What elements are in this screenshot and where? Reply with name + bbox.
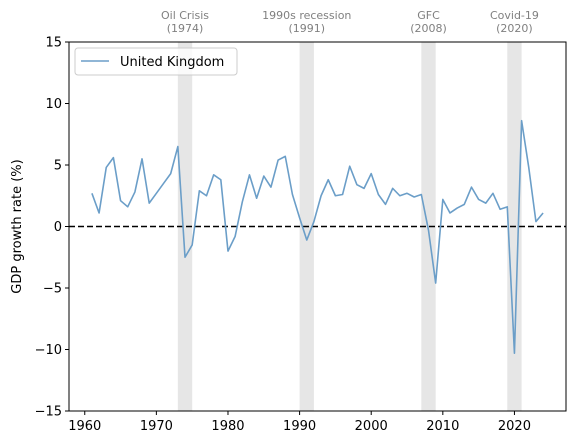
event-label-1990s-recession: 1990s recession (1991) xyxy=(262,9,351,35)
legend: United Kingdom xyxy=(74,47,238,76)
x-tick-label: 1970 xyxy=(140,419,173,434)
shaded-period-oil-crisis xyxy=(177,42,193,411)
x-axis: 1960 1970 1980 1990 2000 2010 2020 xyxy=(68,411,531,434)
y-tick-label: 10 xyxy=(45,97,62,112)
series-line-united-kingdom xyxy=(91,119,544,354)
x-tick-label: 2000 xyxy=(355,419,388,434)
y-tick-label: −15 xyxy=(35,405,62,420)
event-label-covid-19: Covid-19 (2020) xyxy=(490,9,539,35)
x-tick-label: 1990 xyxy=(283,419,316,434)
x-tick-label: 2010 xyxy=(426,419,459,434)
event-labels: Oil Crisis (1974) 1990s recession (1991) GFC… xyxy=(161,9,539,35)
event-label-gfc: GFC (2008) xyxy=(410,9,447,35)
event-label-oil-crisis: Oil Crisis (1974) xyxy=(161,9,209,35)
x-tick-label: 2020 xyxy=(498,419,531,434)
y-tick-label: 5 xyxy=(54,159,62,174)
y-axis-label: GDP growth rate (%) xyxy=(10,159,25,293)
series-layer xyxy=(91,119,544,354)
x-tick-label: 1980 xyxy=(211,419,244,434)
y-tick-label: −5 xyxy=(43,282,62,297)
y-tick-label: −10 xyxy=(35,343,62,358)
x-tick-label: 1960 xyxy=(68,419,101,434)
y-tick-label: 15 xyxy=(45,36,62,51)
legend-label-united-kingdom: United Kingdom xyxy=(120,55,224,70)
y-axis: −15 −10 −5 0 5 10 15 xyxy=(35,36,69,420)
legend-box xyxy=(74,47,238,76)
y-tick-label: 0 xyxy=(54,220,62,235)
